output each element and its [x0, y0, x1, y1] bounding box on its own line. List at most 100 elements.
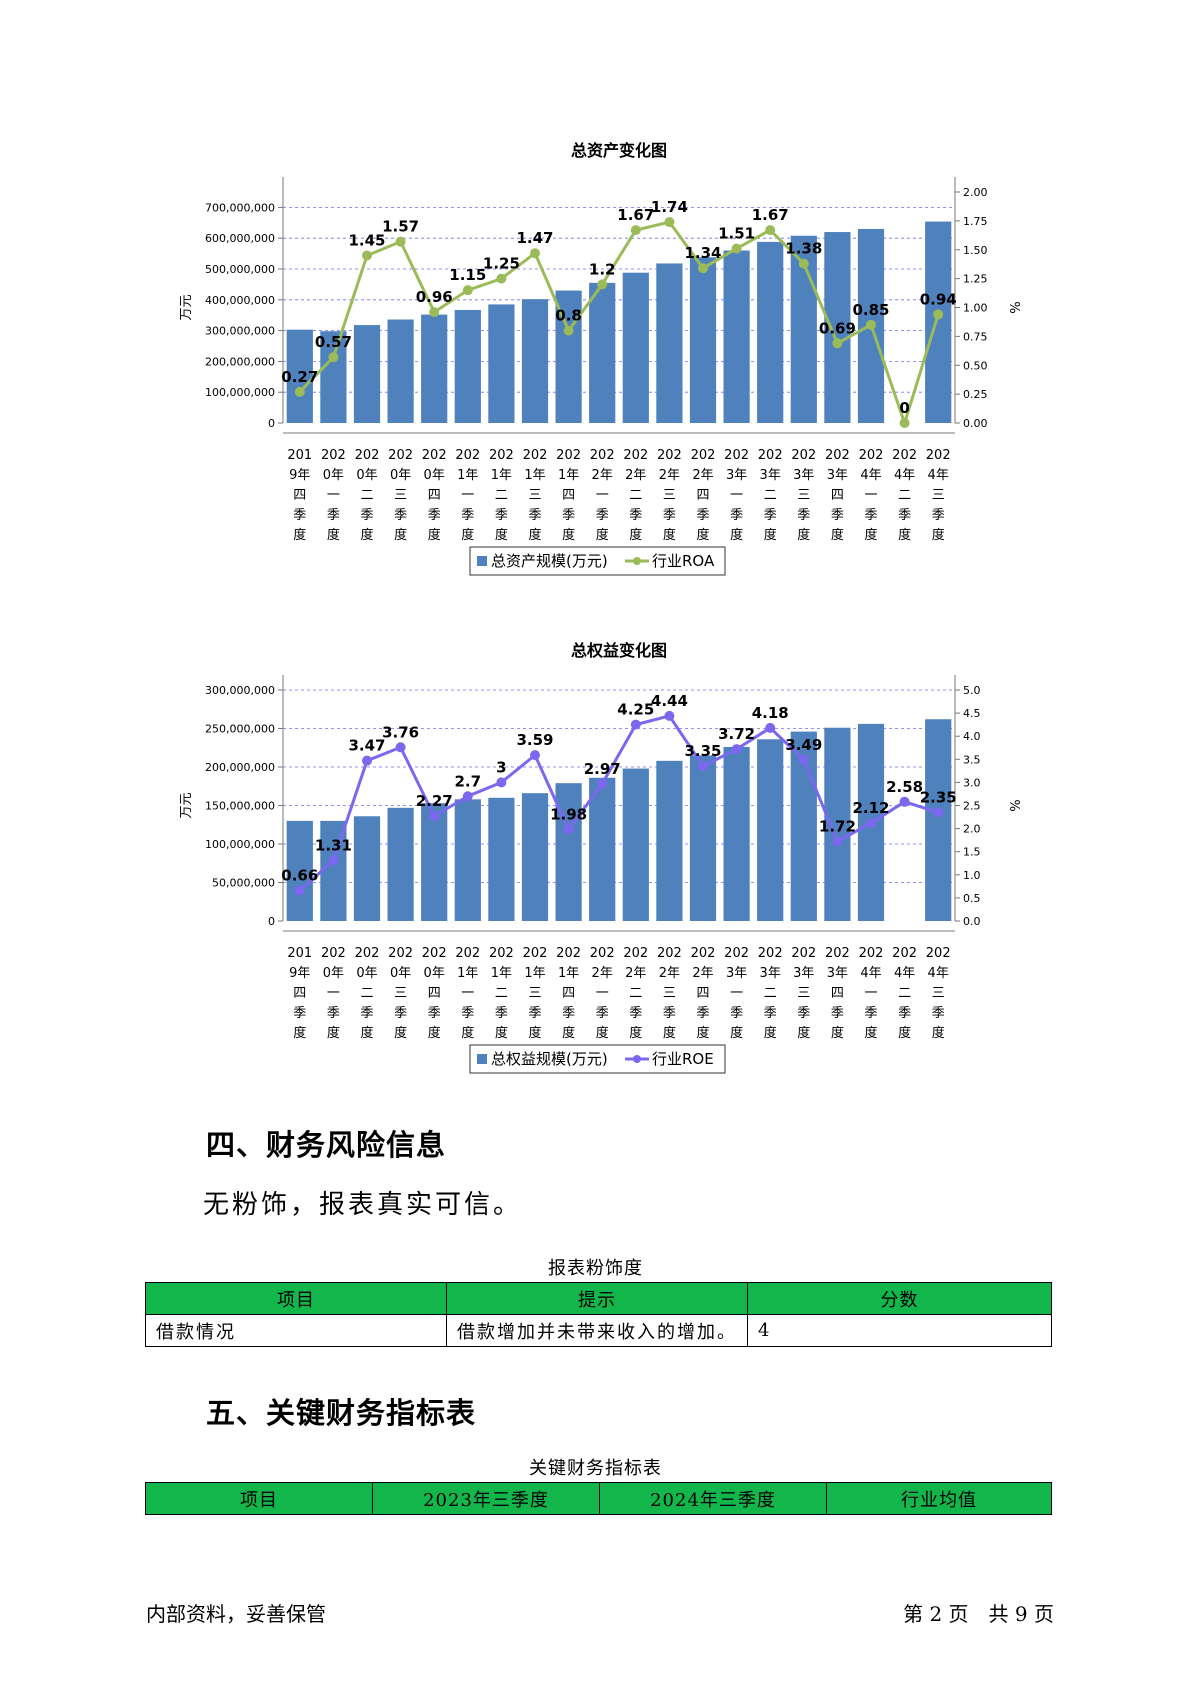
category-tick-label: 202: [926, 448, 951, 463]
category-tick-label: 度: [932, 527, 945, 543]
data-label: 4.25: [617, 701, 654, 719]
left-tick-label: 250,000,000: [205, 723, 275, 736]
left-tick-label: 600,000,000: [205, 232, 275, 245]
category-tick-label: 一: [327, 986, 340, 1001]
category-tick-label: 一: [730, 488, 743, 503]
series-point: [429, 811, 440, 822]
bar: [353, 816, 381, 921]
category-tick-label: 三: [394, 488, 407, 503]
category-tick-label: 三: [932, 986, 945, 1001]
category-tick-label: 202: [926, 946, 951, 961]
category-tick-label: 度: [327, 527, 340, 543]
data-label: 1.74: [651, 198, 688, 216]
right-tick-label: 2.0: [963, 823, 981, 836]
data-label: 2.7: [455, 772, 482, 790]
category-tick-label: 季: [293, 1006, 306, 1021]
series-point: [664, 710, 675, 721]
data-label: 1.15: [449, 266, 486, 284]
right-tick-label: 0.00: [963, 417, 988, 430]
category-tick-label: 季: [596, 508, 609, 523]
table-header-row: 项目 提示 分数: [145, 1282, 1052, 1315]
category-tick-label: 一: [864, 488, 877, 503]
category-tick-label: 季: [696, 508, 709, 523]
data-label: 1.57: [382, 218, 419, 236]
category-tick-label: 季: [596, 1006, 609, 1021]
category-tick-label: 三: [394, 986, 407, 1001]
bar: [521, 793, 549, 921]
category-tick-label: 度: [663, 527, 676, 543]
data-label: 0.66: [281, 867, 318, 885]
bar: [723, 746, 750, 921]
category-tick-label: 季: [663, 1006, 676, 1021]
series-point: [328, 352, 339, 363]
legend-line-label: 行业ROA: [652, 552, 715, 570]
legend-box: [469, 1044, 726, 1074]
legend-line-marker: [633, 1055, 641, 1063]
key-indicators-table: 项目 2023年三季度 2024年三季度 行业均值: [145, 1482, 1052, 1515]
bar: [757, 739, 784, 921]
category-tick-label: 4年: [860, 468, 881, 483]
left-tick-label: 150,000,000: [205, 800, 275, 813]
series-point: [765, 225, 776, 236]
category-tick-label: 度: [293, 527, 306, 543]
total-assets-chart-svg: 总资产变化图 0 100,000,000 200,000,000 300,000,000…: [179, 141, 1021, 576]
series-point: [563, 325, 574, 336]
category-tick-label: 0年: [356, 966, 377, 981]
category-tick-label: 2年: [625, 468, 646, 483]
right-axis-label: %: [1006, 799, 1021, 811]
category-tick-label: 202: [355, 946, 380, 961]
category-tick-label: 一: [596, 986, 609, 1001]
right-tick-label: 3.0: [963, 776, 981, 789]
category-tick-label: 1年: [457, 468, 478, 483]
data-label: 3.59: [516, 731, 553, 749]
series-line: [298, 220, 940, 428]
category-tick-label: 四: [293, 986, 306, 1001]
left-tick-label: 100,000,000: [205, 386, 275, 399]
category-tick-label: 2年: [592, 468, 613, 483]
bar: [454, 309, 481, 423]
left-tick-label: 200,000,000: [205, 355, 275, 368]
legend-bar-swatch: [477, 556, 487, 566]
series-point: [731, 243, 742, 254]
category-tick-label: 3年: [793, 468, 814, 483]
category-tick-label: 季: [360, 1006, 373, 1021]
category-tick-label: 1年: [558, 468, 579, 483]
data-label: 1.72: [819, 818, 856, 836]
table-header-cell: 项目: [145, 1282, 447, 1315]
left-tick-label: 0: [268, 915, 275, 928]
category-tick-label: 季: [797, 508, 810, 523]
right-tick-label: 2.00: [963, 186, 988, 199]
category-tick-label: 度: [327, 1025, 340, 1041]
category-tick-label: 1年: [491, 966, 512, 981]
category-tick-label: 202: [455, 946, 480, 961]
series-point: [496, 777, 507, 788]
category-tick-label: 季: [428, 508, 441, 523]
data-label: 4.18: [752, 704, 789, 722]
legend-bar-label: 总权益规模(万元): [491, 1050, 608, 1068]
data-label: 0.8: [555, 307, 582, 325]
bar: [589, 777, 616, 921]
category-tick-label: 1年: [491, 468, 512, 483]
category-tick-label: 季: [461, 1006, 474, 1021]
category-tick-label: 202: [892, 448, 917, 463]
series-point: [664, 217, 675, 228]
bar: [824, 727, 851, 921]
category-tick-label: 度: [764, 1025, 777, 1041]
total-equity-chart: 总权益变化图 0 50,000,000 100,000,000 150,000,000 2…: [0, 640, 1191, 1100]
series-point: [362, 755, 372, 766]
category-tick-label: 202: [523, 946, 548, 961]
category-tick-label: 季: [932, 1006, 945, 1021]
series-point: [630, 225, 641, 236]
category-tick-label: 季: [629, 508, 642, 523]
right-tick-label: 1.5: [963, 846, 981, 859]
left-tick-label: 200,000,000: [205, 761, 275, 774]
series-point: [933, 807, 944, 818]
category-tick-label: 季: [797, 1006, 810, 1021]
category-tick-label: 202: [355, 448, 380, 463]
data-label: 3.76: [382, 723, 419, 741]
series-point: [698, 263, 708, 274]
category-tick-label: 度: [293, 1025, 306, 1041]
category-tick-label: 度: [696, 1025, 709, 1041]
data-label: 1.38: [785, 240, 822, 258]
category-tick-label: 二: [360, 986, 373, 1001]
